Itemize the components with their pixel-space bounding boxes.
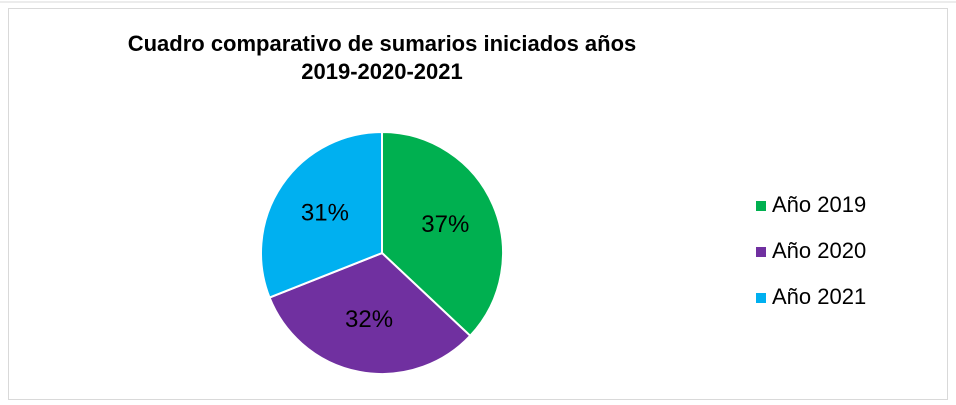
pie-slice [381,130,504,338]
chart-title: Cuadro comparativo de sumarios iniciados… [127,31,637,84]
data-label: 32% [345,306,393,333]
legend-swatch [756,293,766,303]
data-label: 31% [301,200,349,227]
legend-label: Año 2019 [772,192,866,217]
pie-slice [268,251,472,375]
data-label: 37% [421,211,469,238]
legend-label: Año 2021 [772,284,866,309]
pie-slice [260,130,383,299]
legend-label: Año 2020 [772,238,866,263]
legend-swatch [756,247,766,257]
legend-swatch [756,201,766,211]
chart-frame [8,8,948,400]
